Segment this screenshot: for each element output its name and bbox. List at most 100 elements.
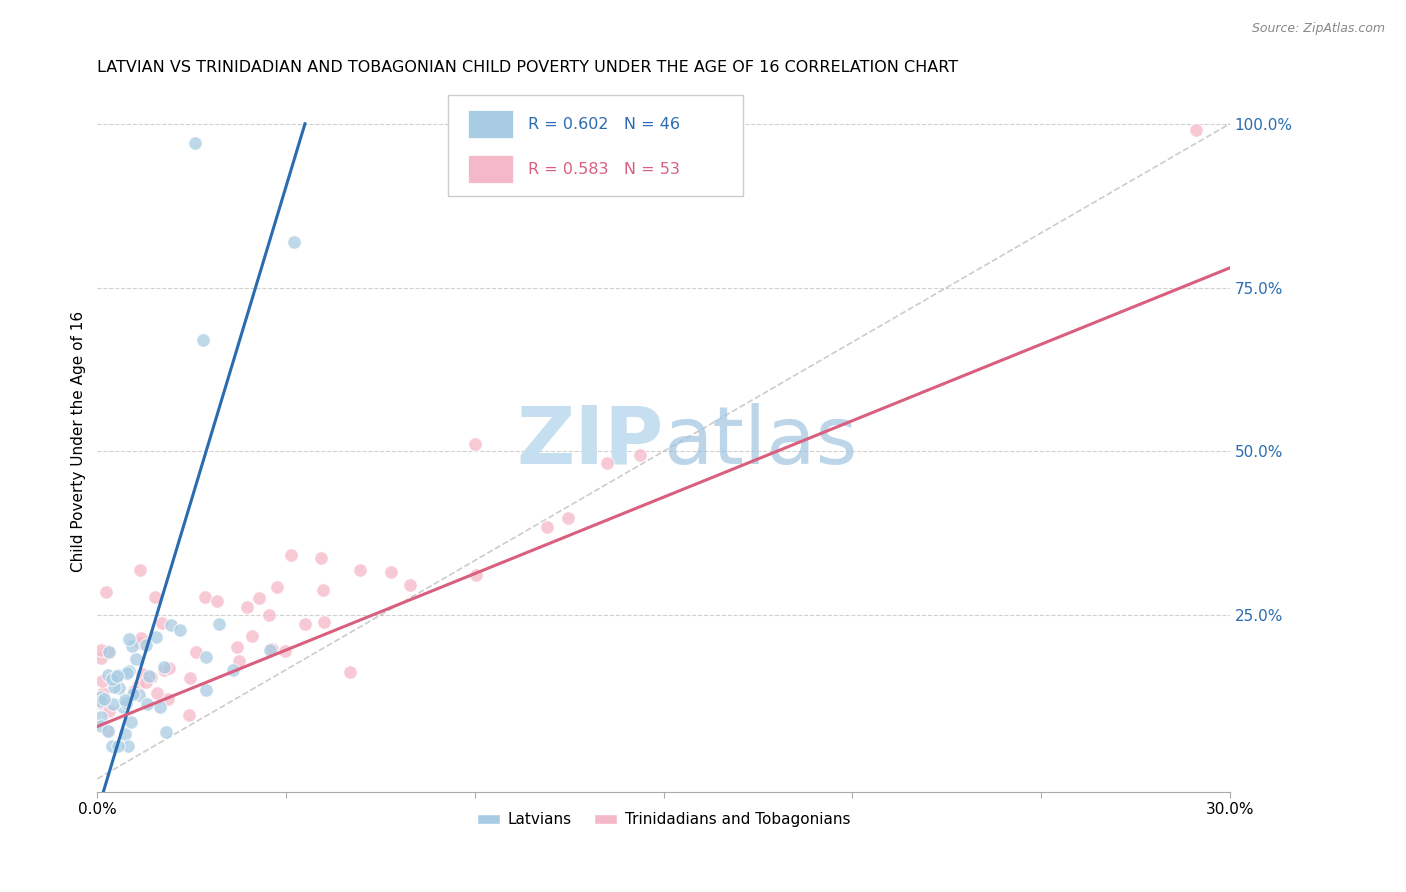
Point: [117, 739, 139, 753]
Point: [93, 692, 115, 706]
Point: [399, 578, 422, 592]
Point: [115, 696, 138, 710]
Point: [236, 599, 259, 614]
Point: [596, 456, 619, 470]
Point: [630, 448, 652, 462]
Point: [184, 645, 207, 659]
Y-axis label: Child Poverty Under the Age of 16: Child Poverty Under the Age of 16: [72, 311, 86, 572]
Point: [149, 700, 172, 714]
Point: [150, 616, 173, 631]
Point: [222, 664, 245, 678]
Point: [97, 723, 120, 738]
Point: [131, 631, 153, 645]
Point: [98, 645, 121, 659]
Point: [118, 632, 141, 646]
Point: [259, 643, 281, 657]
Point: [139, 670, 162, 684]
Point: [207, 594, 229, 608]
Point: [121, 639, 143, 653]
Point: [309, 550, 332, 565]
Point: [266, 580, 288, 594]
Bar: [468, 155, 513, 183]
Point: [179, 671, 201, 685]
Point: [280, 548, 302, 562]
Point: [90, 719, 112, 733]
Point: [464, 437, 486, 451]
Point: [96, 585, 118, 599]
Point: [98, 704, 121, 718]
Point: [152, 659, 174, 673]
Point: [96, 644, 118, 658]
Point: [380, 565, 402, 579]
Point: [184, 136, 207, 151]
Point: [226, 640, 249, 654]
Text: R = 0.602   N = 46: R = 0.602 N = 46: [527, 117, 679, 132]
Point: [312, 582, 335, 597]
Point: [90, 690, 112, 704]
Point: [136, 698, 159, 712]
FancyBboxPatch shape: [449, 95, 742, 196]
Point: [283, 235, 305, 249]
Point: [157, 660, 180, 674]
Point: [114, 693, 136, 707]
Point: [101, 672, 124, 686]
Point: [100, 739, 122, 753]
Point: [97, 668, 120, 682]
Point: [91, 674, 114, 689]
Point: [160, 617, 183, 632]
Point: [339, 665, 361, 680]
Point: [90, 710, 112, 724]
Point: [115, 666, 138, 681]
Point: [118, 664, 141, 678]
Point: [120, 714, 142, 729]
Point: [1184, 123, 1206, 137]
Point: [194, 591, 217, 605]
Point: [122, 687, 145, 701]
Point: [90, 694, 112, 708]
Point: [228, 655, 250, 669]
Point: [145, 590, 167, 604]
Point: [274, 644, 297, 658]
Point: [90, 696, 112, 710]
Point: [195, 649, 218, 664]
Point: [131, 667, 153, 681]
Point: [195, 682, 218, 697]
Point: [259, 608, 281, 623]
Legend: Latvians, Trinidadians and Tobagonians: Latvians, Trinidadians and Tobagonians: [471, 806, 856, 833]
Point: [465, 568, 488, 582]
Point: [91, 686, 114, 700]
Point: [536, 519, 558, 533]
Point: [240, 629, 263, 643]
Text: Source: ZipAtlas.com: Source: ZipAtlas.com: [1251, 22, 1385, 36]
Point: [124, 683, 146, 698]
Point: [145, 686, 167, 700]
Point: [153, 663, 176, 677]
Point: [90, 651, 112, 665]
Point: [156, 691, 179, 706]
Point: [128, 689, 150, 703]
Point: [262, 642, 284, 657]
Point: [108, 681, 131, 695]
Point: [105, 669, 128, 683]
Point: [294, 616, 316, 631]
Point: [103, 681, 125, 695]
Point: [247, 591, 270, 606]
Point: [207, 616, 229, 631]
Point: [101, 697, 124, 711]
Point: [114, 727, 136, 741]
Text: R = 0.583   N = 53: R = 0.583 N = 53: [527, 161, 679, 177]
Point: [112, 700, 135, 714]
Point: [191, 333, 214, 347]
Point: [127, 679, 149, 693]
Point: [155, 725, 177, 739]
Point: [135, 638, 157, 652]
Text: LATVIAN VS TRINIDADIAN AND TOBAGONIAN CHILD POVERTY UNDER THE AGE OF 16 CORRELAT: LATVIAN VS TRINIDADIAN AND TOBAGONIAN CH…: [97, 60, 959, 75]
Point: [125, 652, 148, 666]
Point: [145, 630, 167, 644]
Bar: [468, 110, 513, 138]
Point: [557, 511, 579, 525]
Point: [135, 675, 157, 690]
Point: [90, 642, 112, 657]
Point: [314, 615, 336, 630]
Point: [177, 708, 200, 723]
